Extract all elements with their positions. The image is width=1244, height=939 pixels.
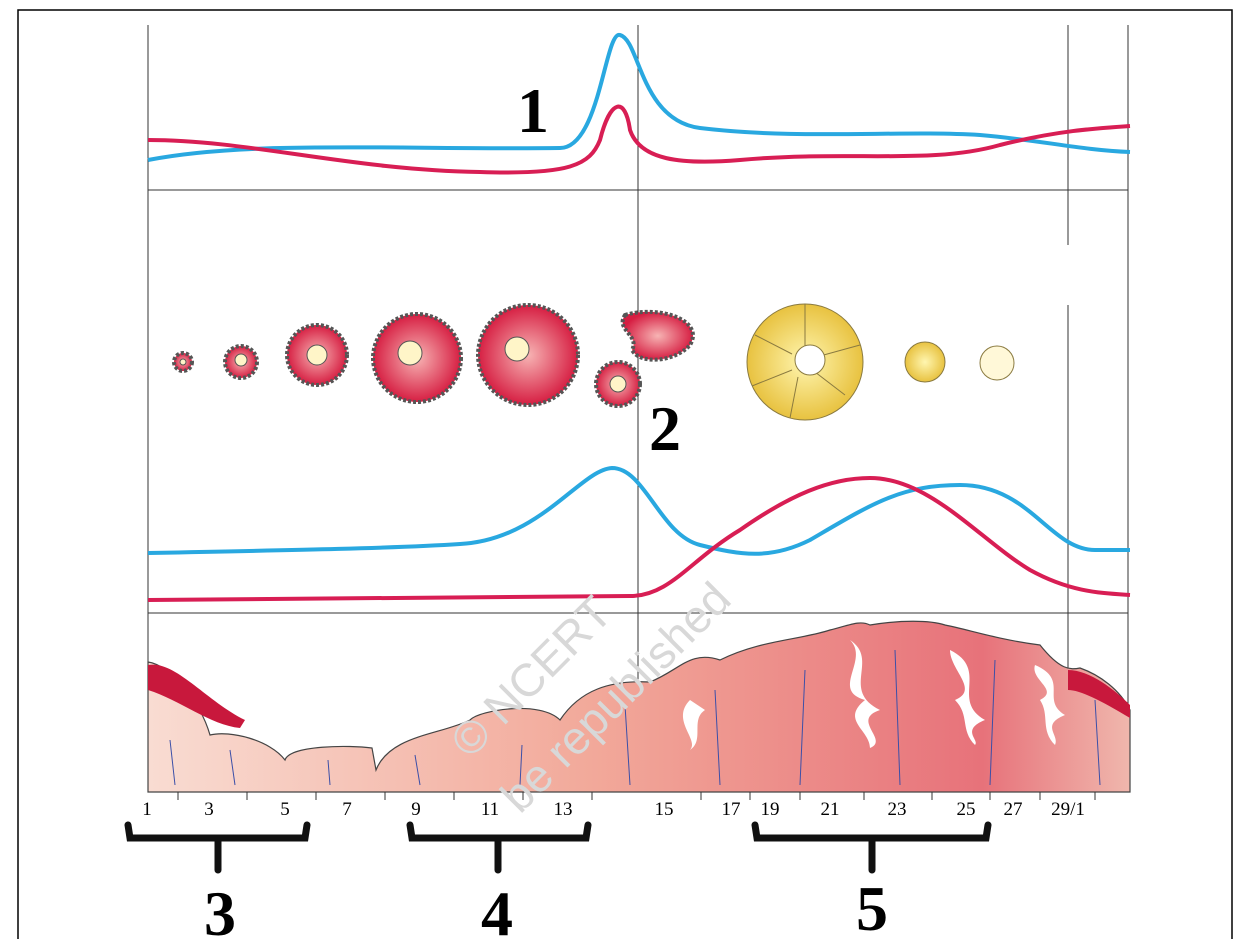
- day-label: 19: [761, 799, 780, 820]
- day-labels: 1 3 5 7 9 11 13 15 17 19 21 23 25 27 29/1: [142, 799, 1085, 820]
- shedding-layer: [148, 664, 1130, 728]
- number-label: 2: [649, 393, 681, 464]
- day-label: 21: [821, 799, 840, 820]
- ovarian-curves: [147, 465, 1131, 602]
- day-label: 1: [142, 799, 152, 820]
- day-label: 25: [957, 799, 976, 820]
- glands: [682, 640, 1065, 750]
- pituitary-curves: [147, 33, 1131, 175]
- day-label: 23: [888, 799, 907, 820]
- day-label: 27: [1004, 799, 1023, 820]
- oocytes: [179, 336, 627, 393]
- number-label: 4: [481, 878, 513, 939]
- corpus-luteum: [746, 303, 1015, 421]
- number-label: 3: [204, 878, 236, 939]
- day-label: 5: [280, 799, 290, 820]
- day-label: 3: [204, 799, 214, 820]
- day-ticks: [177, 792, 1096, 800]
- endometrium: [147, 620, 1131, 793]
- day-label: 15: [655, 799, 674, 820]
- day-label: 7: [342, 799, 352, 820]
- day-label: 11: [481, 799, 499, 820]
- number-label: 5: [856, 873, 888, 939]
- day-label: 29/1: [1051, 799, 1085, 820]
- number-label: 1: [517, 75, 549, 146]
- day-label: 9: [411, 799, 421, 820]
- day-label: 17: [722, 799, 741, 820]
- day-label: 13: [554, 799, 573, 820]
- outer-border: [17, 9, 1233, 939]
- labels: 1 2 3 4 5: [204, 75, 888, 939]
- vessels: [169, 649, 1101, 786]
- brackets: [124, 821, 992, 874]
